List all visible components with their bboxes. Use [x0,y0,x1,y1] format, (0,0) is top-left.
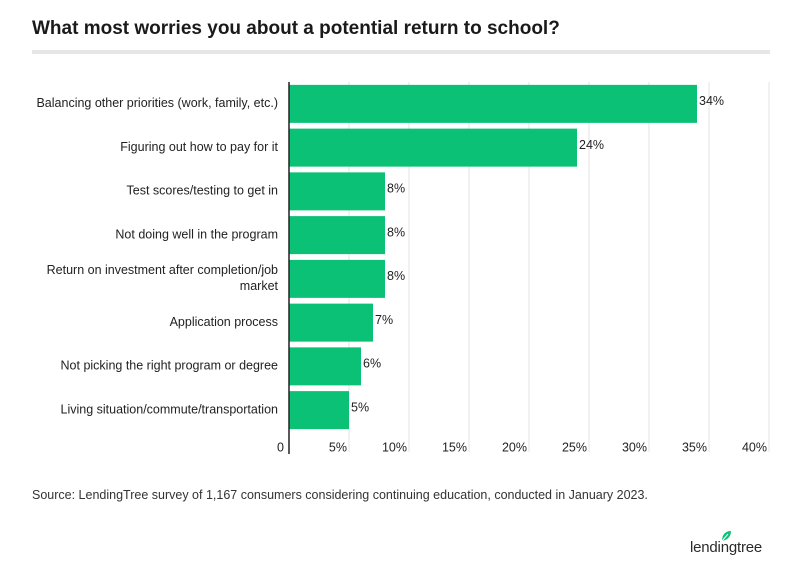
category-label-7: Living situation/commute/transportation [61,402,279,416]
lendingtree-logo: lendingtree [662,530,772,560]
source-note: Source: LendingTree survey of 1,167 cons… [32,488,648,502]
value-label-0: 34% [699,94,724,108]
category-label-0: Balancing other priorities (work, family… [36,96,278,110]
category-label-5: Application process [170,315,278,329]
category-label-2: Test scores/testing to get in [127,184,279,198]
x-tick-label-7: 35% [682,440,707,454]
bar-2 [289,172,385,211]
bar-5 [289,303,373,342]
x-tick-label-1: 5% [329,440,347,454]
title-divider [32,50,770,54]
category-label-4-line-1: market [240,279,279,293]
x-tick-label-2: 10% [382,440,407,454]
bar-4 [289,259,385,298]
x-tick-label-6: 30% [622,440,647,454]
chart-title: What most worries you about a potential … [32,18,560,39]
bar-0 [289,84,697,123]
value-label-4: 8% [387,269,405,283]
x-tick-label-5: 25% [562,440,587,454]
leaf-icon [721,531,731,542]
value-label-1: 24% [579,138,604,152]
value-label-7: 5% [351,400,369,414]
value-label-2: 8% [387,182,405,196]
bar-6 [289,347,361,386]
x-tick-label-4: 20% [502,440,527,454]
category-label-3: Not doing well in the program [115,227,278,241]
logo-wordmark: lendingtree [690,539,763,556]
bar-1 [289,128,577,167]
x-tick-label-3: 15% [442,440,467,454]
bar-chart: 34% Balancing other priorities (work, fam… [36,82,770,454]
bar-3 [289,216,385,255]
x-tick-label-0: 0 [277,440,284,454]
x-tick-label-8: 40% [742,440,767,454]
category-label-4-line-0: Return on investment after completion/jo… [47,263,278,277]
category-label-1: Figuring out how to pay for it [120,140,278,154]
value-label-5: 7% [375,313,393,327]
value-label-6: 6% [363,357,381,371]
bar-7 [289,391,349,430]
value-label-3: 8% [387,225,405,239]
category-label-6: Not picking the right program or degree [61,359,279,373]
